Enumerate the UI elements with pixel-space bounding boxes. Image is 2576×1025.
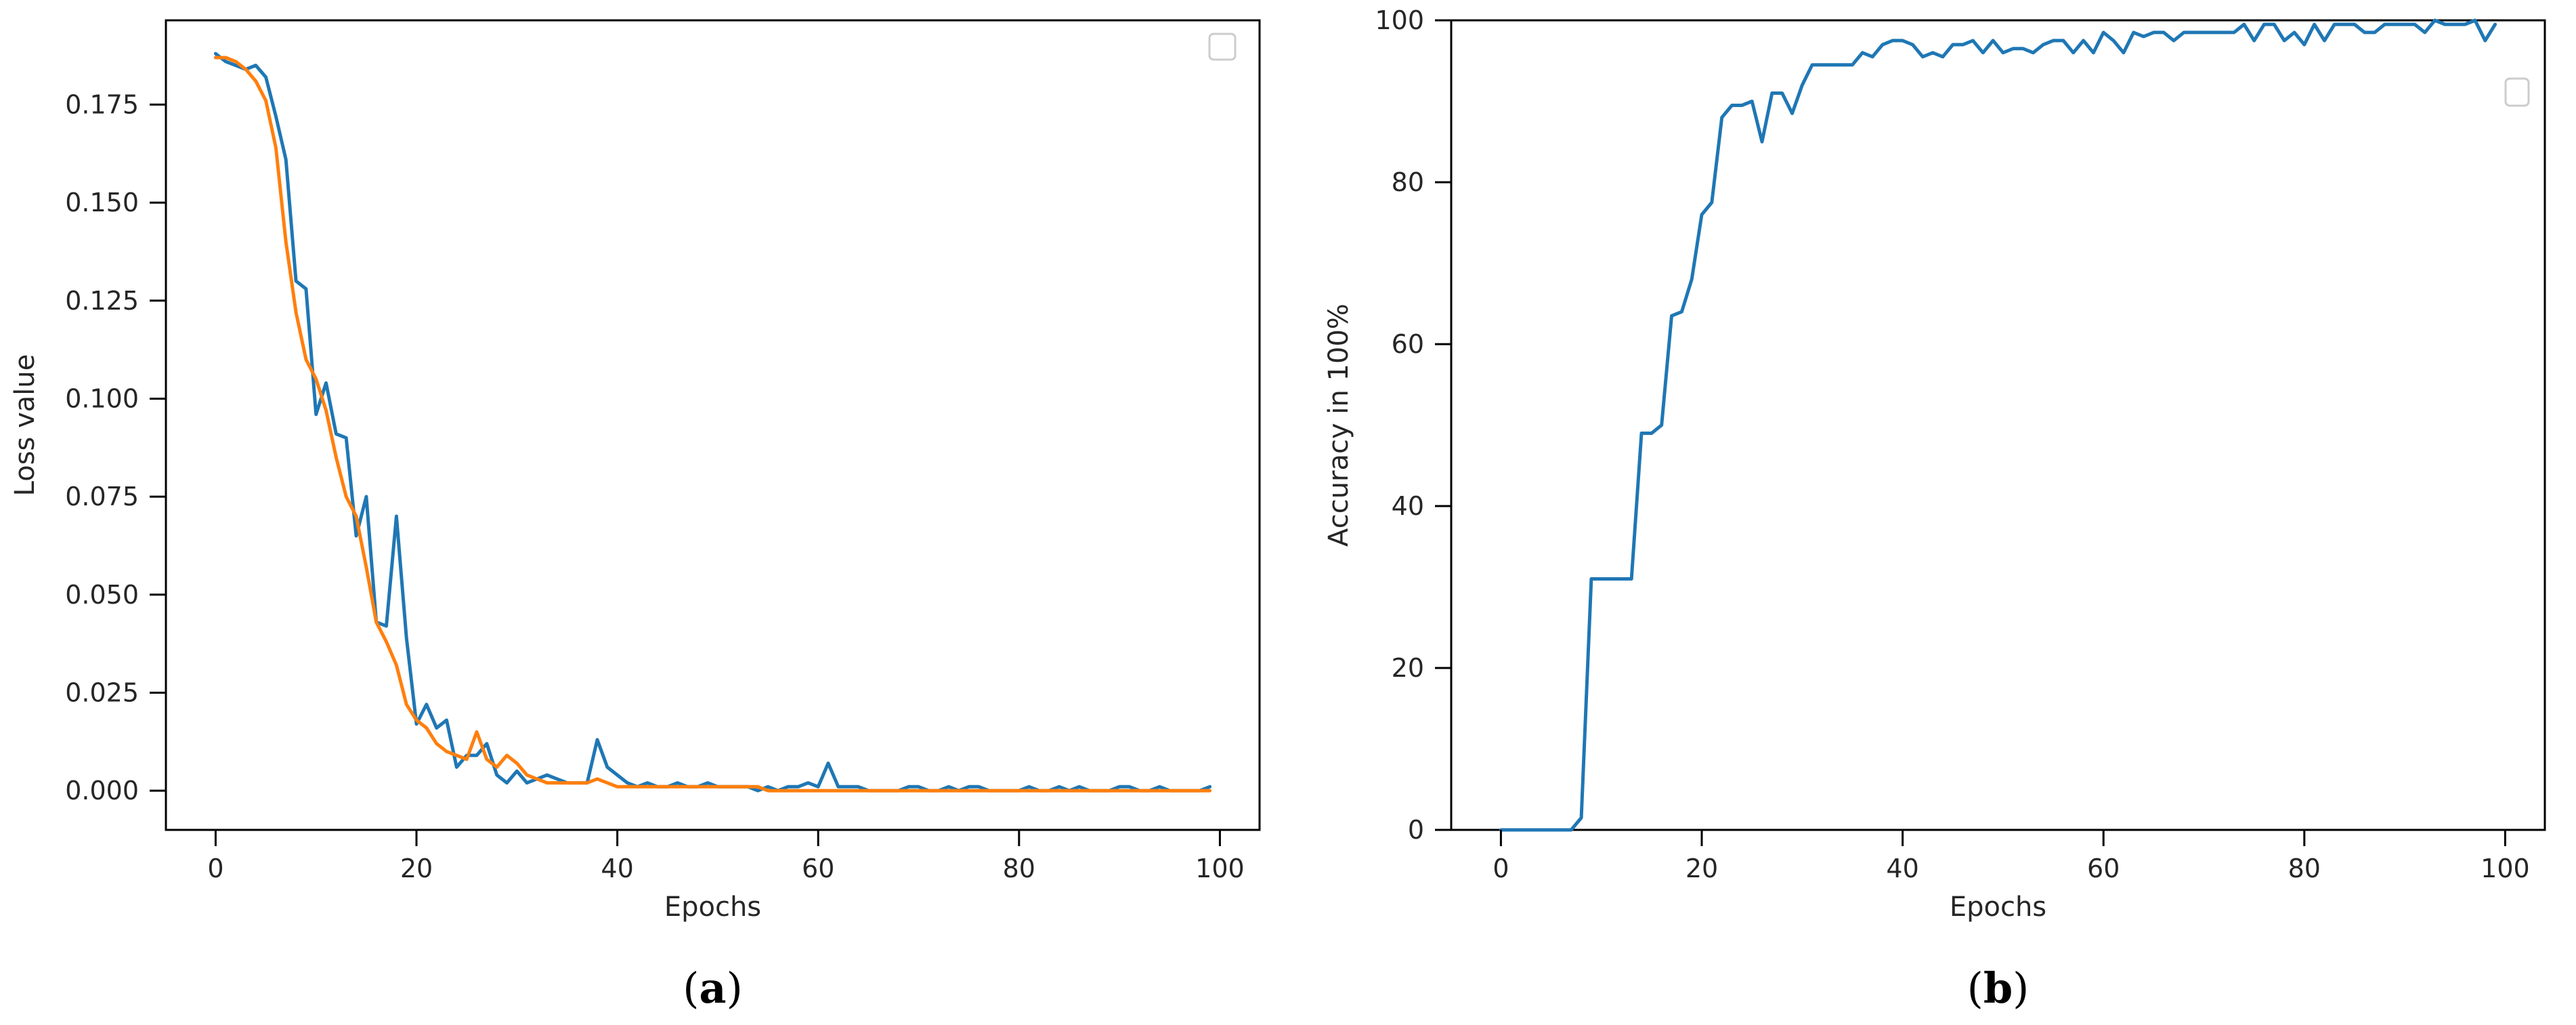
panel-a-y-tick-label-1: 0.025 xyxy=(65,677,139,707)
panel-b-label-letter: b xyxy=(1983,963,2013,1013)
panel-b-y-ticks: 0 20 40 60 80 100 xyxy=(1375,5,1451,845)
panel-b-series-line-0 xyxy=(1499,18,2497,832)
panel-b-x-tick-label-1: 20 xyxy=(1686,854,1718,883)
panel-a-y-tick-label-4: 0.100 xyxy=(65,383,139,413)
panel-a-x-ticks: 0 20 40 60 80 100 xyxy=(207,830,1245,883)
panel-a-plot-frame xyxy=(165,19,1261,831)
panel-a-y-tick-label-3: 0.075 xyxy=(65,482,139,511)
panel-a-x-tick-label-4: 80 xyxy=(1003,854,1035,883)
panel-a-y-tick-label-0: 0.000 xyxy=(65,776,139,806)
panel-a-x-tick-label-3: 60 xyxy=(802,854,834,883)
panel-b-label: (b) xyxy=(1967,963,2030,1013)
panel-a-label: (a) xyxy=(683,963,743,1013)
panel-b-y-tick-label-2: 40 xyxy=(1392,491,1424,521)
panel-a-y-axis-label: Loss value xyxy=(9,354,41,497)
panel-a-y-tick-label-5: 0.125 xyxy=(65,286,139,316)
panel-b-y-tick-label-1: 20 xyxy=(1392,653,1424,683)
panel-b-y-tick-label-5: 100 xyxy=(1375,5,1424,35)
panel-b-x-tick-label-3: 60 xyxy=(2087,854,2120,883)
panel-a-y-tick-label-6: 0.150 xyxy=(65,188,139,217)
panel-b-y-tick-label-0: 0 xyxy=(1408,815,1424,845)
panel-b-x-tick-label-5: 100 xyxy=(2481,854,2530,883)
panel-a-series-line-0 xyxy=(213,51,1212,793)
panel-b-x-tick-label-2: 40 xyxy=(1886,854,1918,883)
panel-b-chart: 0 20 40 60 80 100 0 20 40 60 80 100 Epochs Accurac… xyxy=(1323,5,2546,1013)
panel-a-x-axis-label: Epochs xyxy=(664,892,761,923)
panel-b-x-axis-label: Epochs xyxy=(1950,892,2046,923)
panel-b-plot-frame xyxy=(1450,19,2546,831)
panel-a-chart: 0 20 40 60 80 100 0.0000.0250.0500.0750.1000.… xyxy=(9,19,1261,1013)
panel-a-label-letter: a xyxy=(699,963,726,1013)
panel-b-series-layer xyxy=(1499,18,2497,832)
panel-b-x-tick-label-0: 0 xyxy=(1493,854,1509,883)
panel-a-x-tick-label-5: 100 xyxy=(1195,854,1245,883)
panel-a-series-line-1 xyxy=(213,56,1212,793)
panel-b-legend-box xyxy=(2504,77,2530,107)
panel-a-legend-box xyxy=(1208,33,1237,61)
panel-b-y-tick-label-3: 60 xyxy=(1392,329,1424,359)
panel-a-y-tick-label-2: 0.050 xyxy=(65,580,139,610)
panel-a-x-tick-label-1: 20 xyxy=(400,854,433,883)
panel-a-y-tick-label-7: 0.175 xyxy=(65,89,139,119)
panel-a-y-ticks: 0.000 0.025 0.050 0.075 0.100 0.125 0.150 0.175 xyxy=(65,89,166,806)
panel-a-x-tick-label-2: 40 xyxy=(601,854,633,883)
panel-b-x-ticks: 0 20 40 60 80 100 xyxy=(1493,830,2530,883)
panel-a-x-tick-label-0: 0 xyxy=(207,854,223,883)
panel-b-y-tick-label-4: 80 xyxy=(1392,167,1424,197)
panel-b-y-axis-label: Accuracy in 100% xyxy=(1323,304,1354,547)
panel-a-series-layer xyxy=(213,51,1212,793)
panel-b-x-tick-label-4: 80 xyxy=(2288,854,2321,883)
